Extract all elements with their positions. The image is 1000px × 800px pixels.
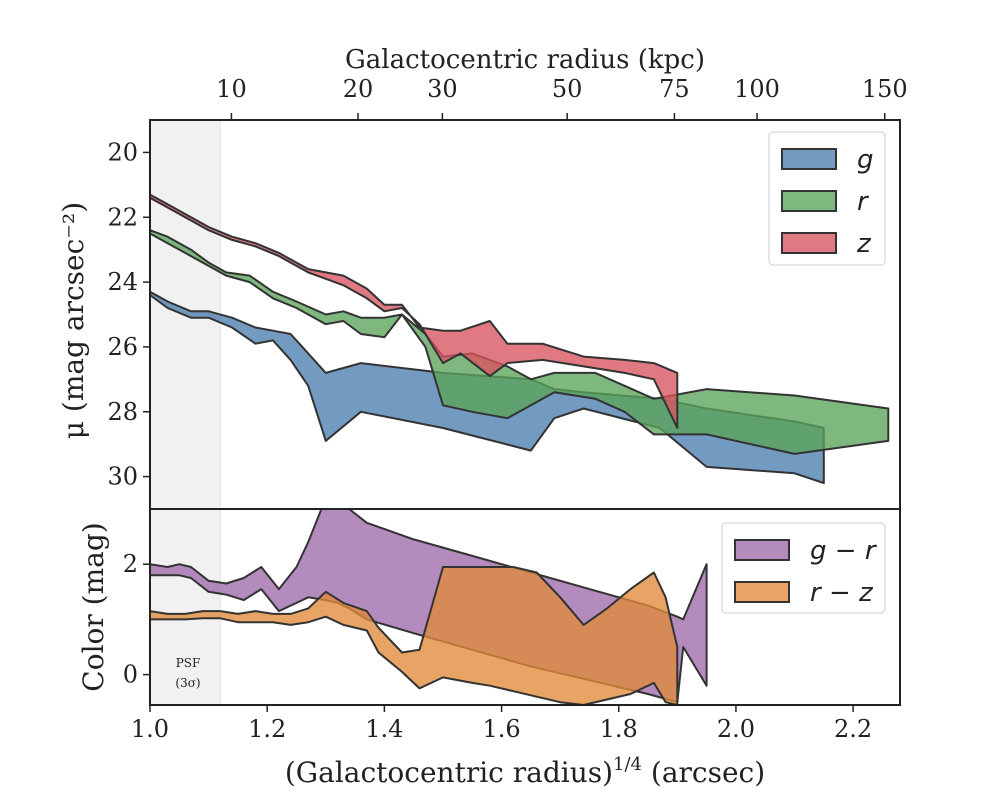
top-axis-title: Galactocentric radius (kpc) — [345, 45, 705, 75]
mu-ytick-label-26: 26 — [107, 333, 138, 361]
mu-ytick-label-24: 24 — [107, 268, 138, 296]
mu-legend-swatch-1 — [781, 190, 837, 212]
kpc-tick-label-20: 20 — [343, 75, 374, 103]
mu-ytick-label-30: 30 — [107, 463, 138, 491]
mu-band-2 — [150, 193, 679, 429]
mu-legend-label-1: r — [857, 187, 870, 217]
kpc-tick-label-150: 150 — [862, 75, 908, 103]
mu-axis-title: μ (mag arcsec⁻²) — [57, 202, 90, 439]
mu-band-1 — [150, 229, 890, 455]
xtick-label-4: 1.8 — [600, 715, 638, 743]
xtick-label-2: 1.4 — [365, 715, 403, 743]
color-bands — [150, 509, 708, 705]
mu-ytick-label-22: 22 — [107, 203, 138, 231]
mu-bands — [150, 193, 890, 485]
color-legend-label-1: r − z — [810, 578, 874, 608]
color-band-1 — [150, 566, 679, 705]
kpc-tick-label-75: 75 — [659, 75, 690, 103]
color-ytick-label-2: 2 — [123, 550, 138, 578]
mu-ytick-label-20: 20 — [107, 138, 138, 166]
color-ytick-label-0: 0 — [123, 661, 138, 689]
xtick-label-5: 2.0 — [717, 715, 755, 743]
bottom-panel-frame — [149, 508, 901, 706]
color-legend-swatch-1 — [734, 581, 790, 603]
xtick-label-3: 1.6 — [482, 715, 520, 743]
mu-legend-label-0: g — [857, 145, 874, 175]
kpc-tick-label-50: 50 — [552, 75, 583, 103]
psf-sublabel: (3σ) — [175, 676, 200, 690]
psf-label: PSF — [176, 656, 201, 670]
color-axis-title: Color (mag) — [77, 522, 110, 691]
kpc-tick-label-30: 30 — [427, 75, 458, 103]
xtick-label-0: 1.0 — [131, 715, 169, 743]
xtick-label-6: 2.2 — [834, 715, 872, 743]
x-axis-title: (Galactocentric radius)1/4 (arcsec) — [285, 754, 765, 789]
kpc-tick-label-10: 10 — [216, 75, 247, 103]
mu-legend-label-2: z — [856, 229, 872, 259]
color-legend-swatch-0 — [734, 539, 790, 561]
mu-legend-swatch-0 — [781, 148, 837, 170]
mu-ytick-label-28: 28 — [107, 398, 138, 426]
xtick-label-1: 1.2 — [248, 715, 286, 743]
kpc-tick-label-100: 100 — [734, 75, 780, 103]
color-legend-label-0: g − r — [810, 536, 878, 566]
mu-legend-swatch-2 — [781, 232, 837, 254]
